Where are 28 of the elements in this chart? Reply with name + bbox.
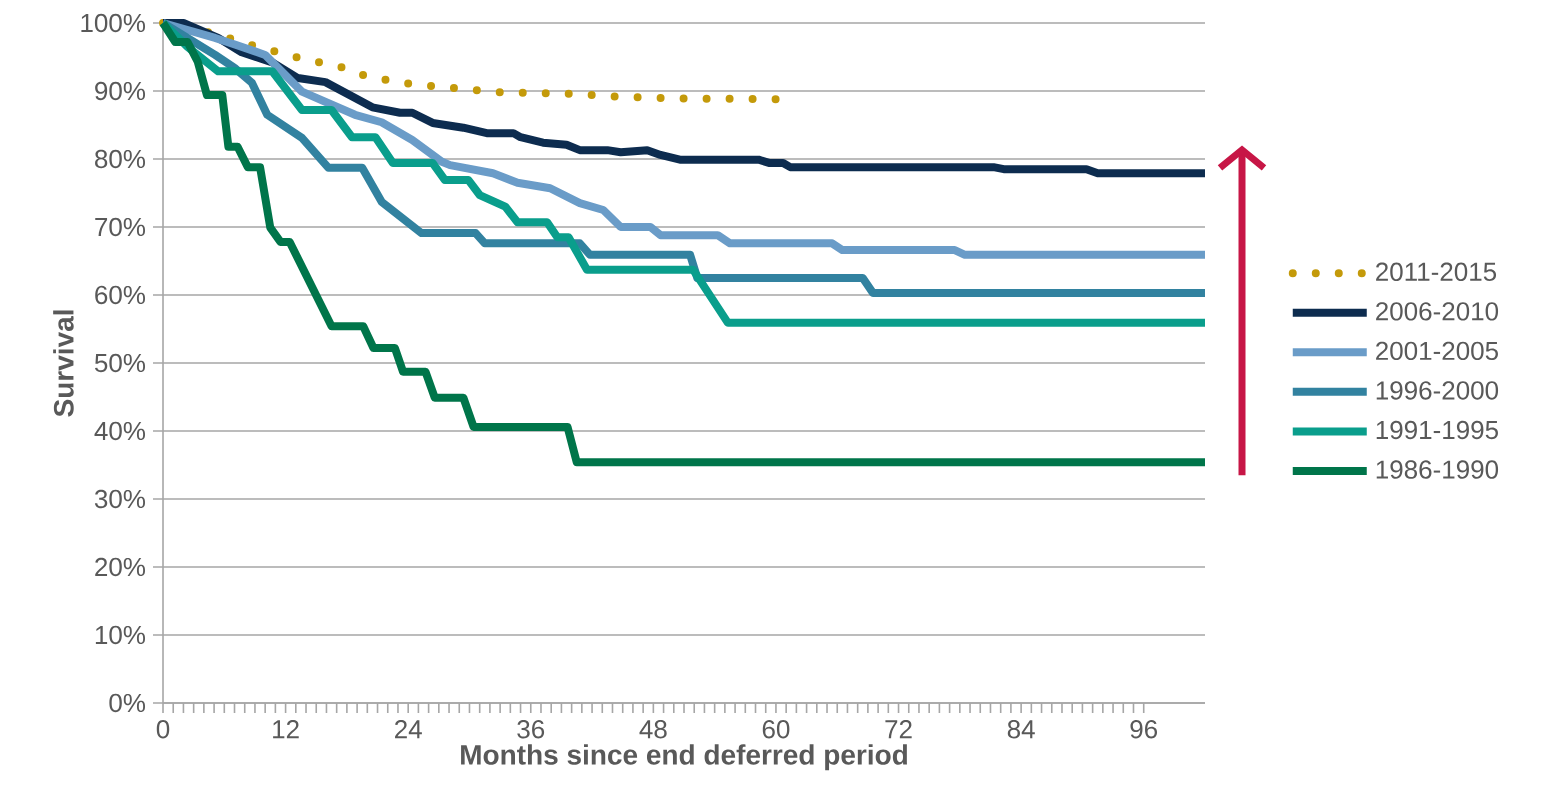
y-tick-label: 80%: [95, 149, 146, 169]
x-tick-label: 12: [273, 720, 299, 739]
y-tick-label: 70%: [95, 217, 146, 237]
legend-label: 1991-1995: [1376, 420, 1498, 440]
y-tick-label: 20%: [95, 557, 146, 577]
x-tick-label: 72: [885, 720, 912, 739]
legend-label: 1996-2000: [1376, 381, 1499, 400]
x-axis-title: Months since end deferred period: [461, 744, 907, 771]
x-tick-label: 0: [156, 720, 170, 739]
x-tick-label: 96: [1130, 720, 1158, 739]
x-tick-label: 84: [1007, 720, 1035, 739]
legend-label: 1986-1990: [1376, 460, 1499, 479]
legend-label: 2006-2010: [1376, 302, 1499, 321]
y-tick-label: 50%: [94, 353, 146, 373]
x-tick-label: 36: [517, 720, 545, 739]
x-tick-label: 24: [395, 720, 422, 739]
y-tick-label: 90%: [95, 81, 146, 101]
x-tick-label: 48: [639, 720, 667, 739]
y-tick-label: 30%: [94, 489, 146, 509]
x-tick-label: 60: [762, 720, 790, 739]
legend-label: 2001-2005: [1376, 341, 1498, 361]
legend-label: 2011-2015: [1376, 262, 1497, 281]
y-tick-label: 10%: [95, 625, 146, 645]
y-axis-title: Survival: [53, 310, 74, 417]
y-tick-label: 40%: [94, 421, 146, 441]
y-tick-label: 60%: [95, 285, 146, 305]
y-tick-label: 100%: [81, 13, 146, 33]
y-tick-label: 0%: [109, 693, 146, 713]
